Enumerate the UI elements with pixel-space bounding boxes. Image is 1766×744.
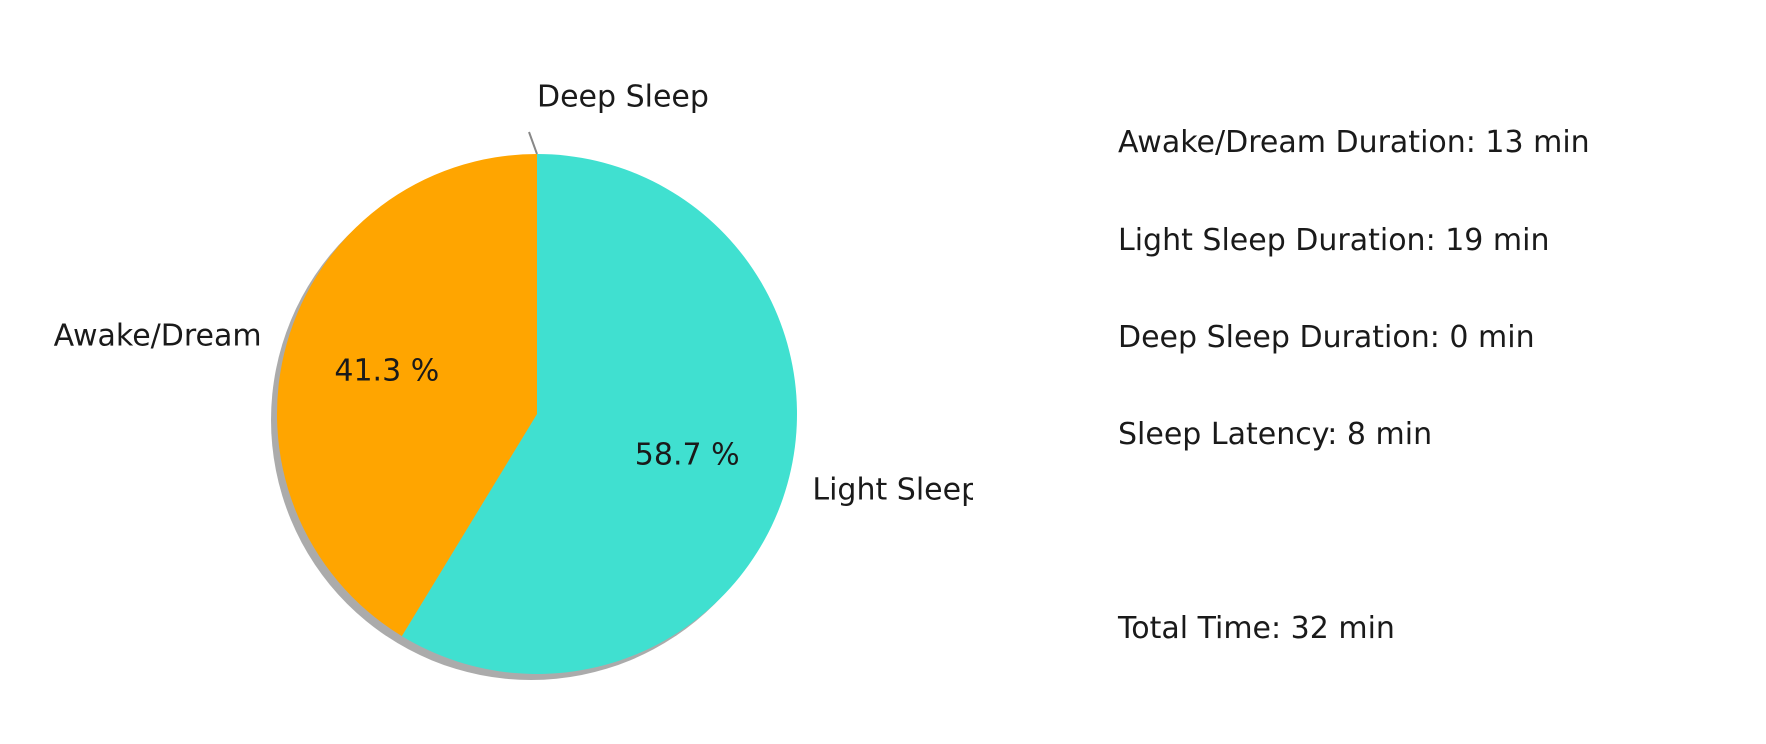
total-time: Total Time: 32 min (1118, 611, 1395, 646)
deep-sleep-duration: Deep Sleep Duration: 0 min (1118, 320, 1535, 355)
pie-label-light-sleep: Light Sleep (812, 473, 980, 508)
pie-labels: Deep Sleep Light Sleep Awake/Dream (54, 80, 980, 508)
pie-slices: 0.0 %58.7 %41.3 % (276, 131, 797, 674)
sleep-latency: Sleep Latency: 8 min (1118, 417, 1433, 452)
pie-slice-light-sleep (401, 154, 797, 674)
pie-pct-light-sleep: 58.7 % (635, 438, 740, 473)
light-sleep-duration: Light Sleep Duration: 19 min (1118, 223, 1550, 258)
awake-dream-duration: Awake/Dream Duration: 13 min (1118, 125, 1590, 160)
pie-pct-awake-dream: 41.3 % (334, 353, 439, 388)
pie-slice-awake-dream (276, 154, 537, 637)
pie-label-awake-dream: Awake/Dream (54, 318, 262, 353)
pie-slice-deep-sleep (528, 131, 538, 155)
pie-label-deep-sleep: Deep Sleep (537, 80, 709, 115)
sleep-stats-panel: Awake/Dream Duration: 13 min Light Sleep… (1118, 0, 1718, 744)
